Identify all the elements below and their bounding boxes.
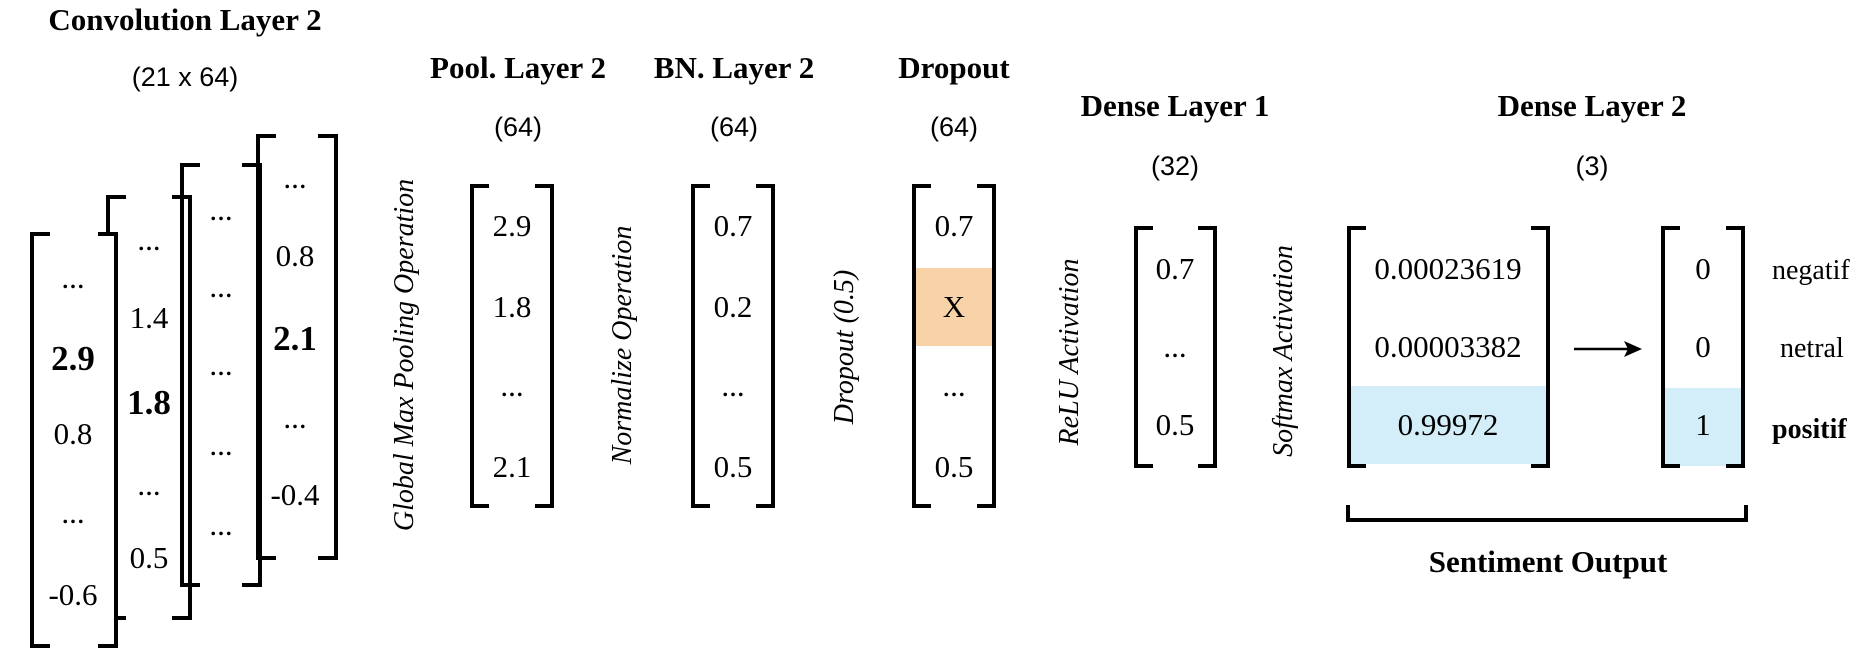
conv-cell: 0.8 bbox=[54, 416, 93, 451]
sentiment-output-caption: Sentiment Output bbox=[1429, 544, 1668, 579]
conv-matrix-2: ... 1.4 1.8 ... 0.5 bbox=[106, 195, 192, 620]
class-label-positif: positif bbox=[1772, 414, 1847, 445]
dropout-cell: 0.5 bbox=[935, 449, 974, 484]
conv-cell: ... bbox=[209, 269, 232, 304]
conv-cell: ... bbox=[209, 192, 232, 227]
conv-cell: ... bbox=[209, 347, 232, 382]
conv-cell: ... bbox=[283, 400, 306, 435]
dropout-cell: 0.7 bbox=[935, 208, 974, 243]
dropout-title: Dropout bbox=[898, 50, 1010, 85]
class-label-negatif: negatif bbox=[1772, 255, 1850, 286]
bn-cell: ... bbox=[721, 368, 744, 403]
bn-cell: 0.5 bbox=[714, 449, 753, 484]
dropout-dims: (64) bbox=[930, 112, 978, 142]
conv-matrix-1: ... 2.9 0.8 ... -0.6 bbox=[30, 232, 118, 648]
dropout-vector: 0.7 X ... 0.5 bbox=[912, 184, 996, 508]
bn-vector: 0.7 0.2 ... 0.5 bbox=[691, 184, 775, 508]
dense1-title: Dense Layer 1 bbox=[1081, 88, 1270, 123]
pool-cell: ... bbox=[500, 368, 523, 403]
dense1-cell: 0.7 bbox=[1156, 251, 1195, 286]
conv-cell: ... bbox=[137, 222, 160, 257]
dense1-cell: ... bbox=[1163, 329, 1186, 364]
bn-cell: 0.7 bbox=[714, 208, 753, 243]
conv-cell: 0.5 bbox=[130, 540, 169, 575]
conv-cell: ... bbox=[209, 427, 232, 462]
onehot-highlight bbox=[1664, 388, 1742, 466]
dense1-cell: 0.5 bbox=[1156, 407, 1195, 442]
conv-cell: ... bbox=[137, 467, 160, 502]
conv-cell-highlight: 2.1 bbox=[273, 319, 317, 358]
dropout-cell: ... bbox=[942, 368, 965, 403]
op-global-max-pooling: Global Max Pooling Operation bbox=[389, 179, 420, 531]
dense1-dims: (32) bbox=[1151, 151, 1199, 181]
dense2-prob-cell: 0.00023619 bbox=[1374, 251, 1521, 286]
bn-dims: (64) bbox=[710, 112, 758, 142]
conv-title: Convolution Layer 2 bbox=[48, 2, 321, 37]
max-prob-highlight bbox=[1350, 386, 1547, 464]
dropped-unit-highlight bbox=[915, 268, 993, 346]
conv-cell-highlight: 1.8 bbox=[127, 383, 171, 422]
conv-cell-highlight: 2.9 bbox=[51, 339, 95, 378]
dense2-title: Dense Layer 2 bbox=[1498, 88, 1687, 123]
dropout-cell-dropped: X bbox=[943, 289, 965, 324]
conv-cell: -0.4 bbox=[270, 477, 320, 512]
pool-cell: 1.8 bbox=[493, 289, 532, 324]
pool-cell: 2.9 bbox=[493, 208, 532, 243]
conv-cell: 1.4 bbox=[130, 300, 169, 335]
sentiment-output-bracket bbox=[1346, 505, 1748, 522]
argmax-arrow bbox=[1574, 341, 1642, 357]
conv-cell: 0.8 bbox=[276, 238, 315, 273]
conv-cell: ... bbox=[209, 507, 232, 542]
dense2-prob-cell: 0.00003382 bbox=[1374, 329, 1521, 364]
op-normalize: Normalize Operation bbox=[607, 226, 638, 466]
dense2-prob-cell-max: 0.99972 bbox=[1398, 407, 1499, 442]
dense2-prob-vector: 0.00023619 0.00003382 0.99972 bbox=[1347, 226, 1550, 468]
dense2-onehot-vector: 0 0 1 bbox=[1661, 226, 1745, 468]
bn-cell: 0.2 bbox=[714, 289, 753, 324]
conv-cell: -0.6 bbox=[48, 577, 97, 612]
pool-cell: 2.1 bbox=[493, 449, 532, 484]
dense1-vector: 0.7 ... 0.5 bbox=[1134, 226, 1217, 468]
onehot-cell-active: 1 bbox=[1695, 407, 1711, 442]
op-softmax: Softmax Activation bbox=[1268, 245, 1299, 457]
onehot-cell: 0 bbox=[1695, 251, 1711, 286]
conv-cell: ... bbox=[283, 160, 306, 195]
op-dropout: Dropout (0.5) bbox=[829, 270, 860, 426]
conv-dims: (21 x 64) bbox=[132, 62, 239, 92]
onehot-cell: 0 bbox=[1695, 329, 1711, 364]
conv-cell: ... bbox=[61, 260, 84, 295]
pool-title: Pool. Layer 2 bbox=[430, 50, 606, 85]
bn-title: BN. Layer 2 bbox=[654, 50, 814, 85]
pool-vector: 2.9 1.8 ... 2.1 bbox=[470, 184, 554, 508]
conv-matrix-4: ... 0.8 2.1 ... -0.4 bbox=[256, 134, 338, 560]
conv-matrix-3: ... ... ... ... ... bbox=[180, 163, 262, 587]
pool-dims: (64) bbox=[494, 112, 542, 142]
dense2-dims: (3) bbox=[1576, 151, 1609, 181]
op-relu: ReLU Activation bbox=[1054, 259, 1085, 447]
conv-cell: ... bbox=[61, 495, 84, 530]
class-label-netral: netral bbox=[1780, 333, 1844, 364]
